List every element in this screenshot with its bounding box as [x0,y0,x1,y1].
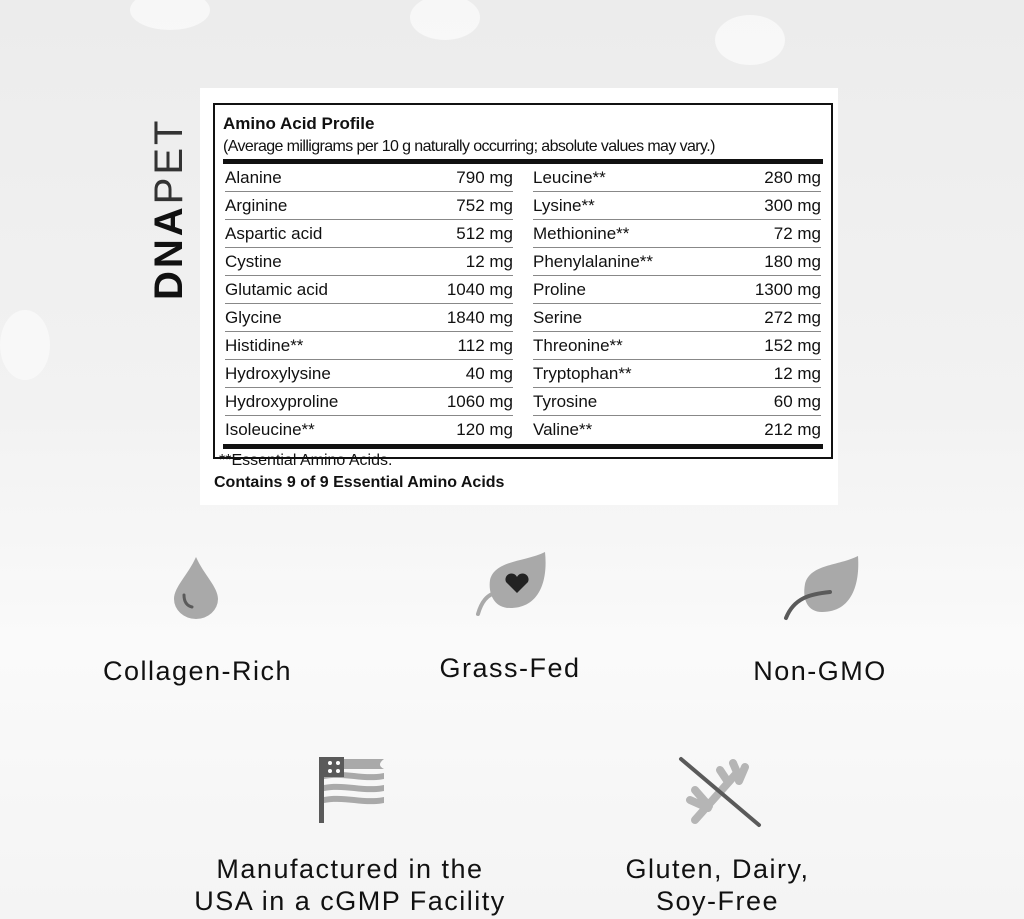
paw-decoration [410,0,480,40]
brand-logo: DNA PET [146,117,191,300]
table-title: Amino Acid Profile [223,114,375,133]
amino-acid-name: Histidine** [225,336,304,355]
amino-acid-value: 1060 mg [446,392,513,411]
feature-non-gmo: Non-GMO [753,656,887,686]
amino-acid-value: 180 mg [764,252,821,271]
amino-acid-value: 72 mg [773,224,821,243]
no-wheat-icon [679,757,761,827]
paw-decoration [715,15,785,65]
feature-manufactured-usa: Manufactured in the USA in a cGMP Facili… [150,853,550,917]
feature-line: USA in a cGMP Facility [194,886,506,916]
feature-grass-fed: Grass-Fed [439,653,581,683]
amino-acid-name: Hydroxylysine [225,364,331,383]
table-row: Valine** 212 mg [533,417,821,443]
amino-acid-name: Proline [533,280,586,299]
amino-acid-value: 1840 mg [446,308,513,327]
table-row: Leucine** 280 mg [533,165,821,192]
amino-acid-name: Cystine [225,252,282,271]
table-row: Phenylalanine** 180 mg [533,249,821,276]
amino-acid-name: Hydroxyproline [225,392,339,411]
amino-acid-name: Tyrosine [533,392,598,411]
amino-acid-value: 112 mg [457,336,513,355]
table-row: Threonine** 152 mg [533,333,821,360]
amino-acid-value: 790 mg [456,168,513,187]
feature-line: Manufactured in the [216,854,484,884]
right-column: Leucine** 280 mg Lysine** 300 mg Methionine*… [533,164,821,443]
amino-acid-name: Phenylalanine** [533,252,654,271]
paw-decoration [130,0,210,30]
table-row: Cystine 12 mg [225,249,513,276]
paw-decoration [0,310,50,380]
amino-acid-name: Serine [533,308,583,327]
table-row: Tryptophan** 12 mg [533,361,821,388]
amino-acid-value: 300 mg [764,196,821,215]
amino-acid-table: Amino Acid Profile (Average milligrams p… [213,103,833,469]
amino-acid-name: Tryptophan** [533,364,632,383]
amino-acid-value: 152 mg [764,336,821,355]
table-row: Alanine 790 mg [225,165,513,192]
table-row: Proline 1300 mg [533,277,821,304]
divider [223,444,823,449]
amino-acid-value: 40 mg [465,364,513,383]
table-row: Tyrosine 60 mg [533,389,821,416]
table-row: Arginine 752 mg [225,193,513,220]
contains-note: Contains 9 of 9 Essential Amino Acids [214,474,505,491]
amino-acid-panel: Amino Acid Profile (Average milligrams p… [200,88,838,505]
amino-acid-name: Isoleucine** [225,420,315,439]
amino-acid-value: 272 mg [764,308,821,327]
table-row: Methionine** 72 mg [533,221,821,248]
amino-acid-value: 1300 mg [754,280,821,299]
divider [223,159,823,164]
droplet-icon [174,557,218,619]
amino-acid-name: Lysine** [533,196,595,215]
amino-acid-value: 120 mg [456,420,513,439]
feature-line: Soy-Free [655,886,780,916]
amino-acid-value: 512 mg [456,224,513,243]
left-column: Alanine 790 mg Arginine 752 mg Aspartic acid… [225,164,513,443]
table-row: Serine 272 mg [533,305,821,332]
amino-acid-value: 12 mg [773,364,821,383]
us-flag-icon [319,757,384,823]
table-row: Glycine 1840 mg [225,305,513,332]
amino-acid-name: Threonine** [533,336,623,355]
amino-acid-name: Arginine [225,196,288,215]
amino-acid-value: 212 mg [764,420,821,439]
feature-allergen-free: Gluten, Dairy, Soy-Free [580,853,855,917]
table-row: Isoleucine** 120 mg [225,417,513,443]
feature-line: Gluten, Dairy, [625,854,810,884]
amino-acid-value: 1040 mg [446,280,513,299]
leaf-heart-icon [476,552,546,616]
table-row: Aspartic acid 512 mg [225,221,513,248]
amino-acid-name: Methionine** [533,224,630,243]
leaf-icon [784,556,859,620]
amino-acid-value: 280 mg [764,168,821,187]
amino-acid-name: Leucine** [533,168,606,187]
amino-acid-name: Glycine [225,308,282,327]
amino-acid-value: 60 mg [773,392,821,411]
table-subtitle: (Average milligrams per 10 g naturally o… [223,138,715,155]
table-row: Hydroxyproline 1060 mg [225,389,513,416]
table-row: Histidine** 112 mg [225,333,513,360]
amino-acid-name: Aspartic acid [225,224,323,243]
amino-acid-value: 752 mg [456,196,513,215]
table-row: Hydroxylysine 40 mg [225,361,513,388]
feature-collagen-rich: Collagen-Rich [102,656,293,686]
table-row: Glutamic acid 1040 mg [225,277,513,304]
footnote: **Essential Amino Acids. [219,452,393,469]
amino-acid-name: Alanine [225,168,282,187]
amino-acid-value: 12 mg [465,252,513,271]
table-row: Lysine** 300 mg [533,193,821,220]
amino-acid-name: Glutamic acid [225,280,328,299]
amino-acid-name: Valine** [533,420,593,439]
